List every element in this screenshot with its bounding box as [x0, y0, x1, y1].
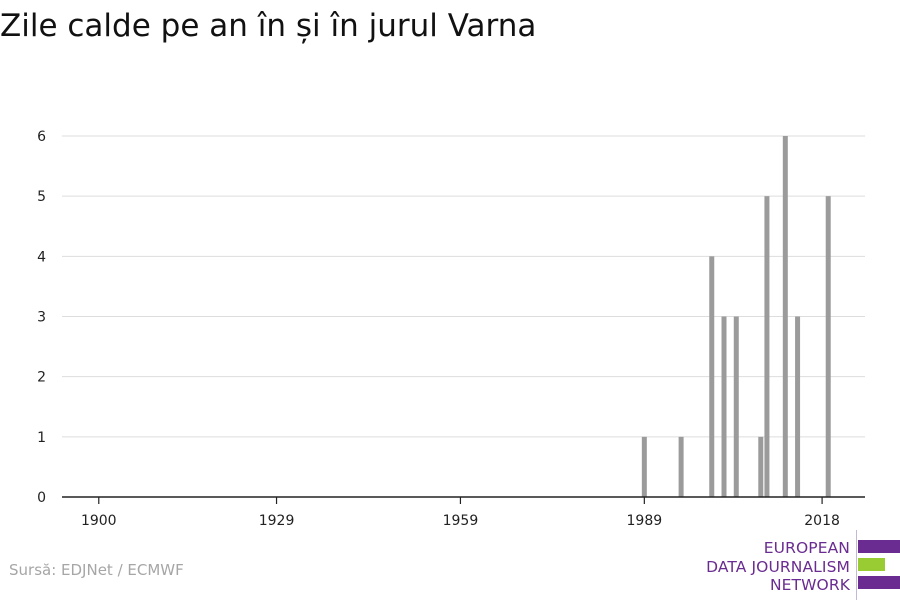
bar	[782, 136, 788, 497]
bar	[641, 436, 647, 497]
edjnet-logo: EUROPEAN DATA JOURNALISM NETWORK	[700, 530, 900, 600]
x-axis-ticks: 1900 1929 1959 1989 2018	[81, 497, 840, 529]
bar	[733, 316, 739, 497]
y-tick-label: 5	[37, 189, 46, 205]
logo-bar-purple-bottom	[858, 576, 900, 589]
x-tick-label: 2018	[804, 513, 840, 529]
bars	[641, 136, 831, 497]
bar	[758, 436, 764, 497]
logo-divider	[856, 530, 857, 600]
source-note: Sursă: EDJNet / ECMWF	[9, 561, 184, 579]
chart-title: Zile calde pe an în și în jurul Varna	[0, 8, 537, 44]
bar	[721, 316, 727, 497]
y-tick-label: 2	[37, 370, 46, 386]
grid-lines	[62, 135, 865, 438]
bar	[825, 196, 831, 497]
logo-line-1: EUROPEAN	[763, 539, 850, 557]
x-tick-label: 1900	[81, 513, 117, 529]
bar	[709, 256, 715, 497]
y-tick-label: 1	[37, 430, 46, 446]
y-tick-label: 3	[37, 310, 46, 326]
y-tick-label: 0	[37, 490, 46, 506]
y-tick-label: 6	[37, 129, 46, 145]
y-axis-ticks: 0 1 2 3 4 5 6	[37, 129, 46, 506]
x-tick-label: 1989	[627, 513, 663, 529]
x-tick-label: 1959	[443, 513, 479, 529]
bar	[795, 316, 801, 497]
logo-bar-green	[858, 558, 885, 571]
x-tick-label: 1929	[259, 513, 295, 529]
y-tick-label: 4	[37, 249, 46, 265]
bar	[678, 436, 684, 497]
logo-line-2: DATA JOURNALISM	[706, 558, 850, 576]
logo-line-3: NETWORK	[769, 576, 850, 594]
logo-bar-purple-top	[858, 540, 900, 553]
bar	[764, 196, 770, 497]
